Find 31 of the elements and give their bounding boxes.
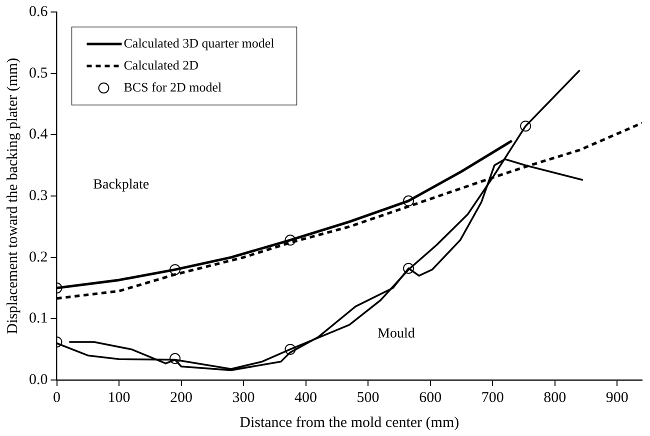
x-tick-label: 900	[606, 390, 628, 406]
point	[403, 195, 414, 206]
x-tick-label: 700	[481, 390, 504, 406]
x-tick-label: 800	[544, 390, 566, 406]
point	[284, 344, 296, 355]
annotation: Mould	[378, 326, 415, 342]
legend-label: Calculated 3D quarter model	[124, 35, 275, 50]
point	[284, 234, 296, 246]
x-axis-title: Distance from the mold center (mm)	[240, 414, 460, 431]
x-tick-label: 400	[294, 390, 318, 406]
x-tick-label: 500	[356, 390, 380, 406]
y-tick-label: 0.3	[29, 188, 48, 204]
y-tick-label: 0.4	[29, 126, 48, 143]
annotation: Backplate	[93, 178, 150, 193]
y-tick-label: 0.2	[29, 249, 48, 266]
x-tick-label: 100	[108, 390, 130, 406]
y-tick-label: 0.6	[29, 4, 48, 20]
point	[170, 353, 181, 364]
point	[520, 120, 532, 132]
point	[170, 264, 181, 276]
y-axis-title: Displacement toward the backing plater (mm)	[4, 58, 21, 334]
x-tick-label: 600	[419, 390, 442, 406]
y-tick-label: 0.0	[29, 372, 48, 388]
point	[403, 262, 414, 274]
x-tick-label: 200	[170, 390, 193, 406]
y-tick-label: 0.5	[29, 65, 48, 82]
x-tick-label: 300	[232, 390, 255, 406]
legend-label: BCS for 2D model	[124, 79, 222, 94]
y-tick-label: 0.1	[29, 310, 48, 327]
x-tick-label: 0	[53, 390, 60, 406]
legend-label: Calculated 2D	[124, 57, 198, 72]
